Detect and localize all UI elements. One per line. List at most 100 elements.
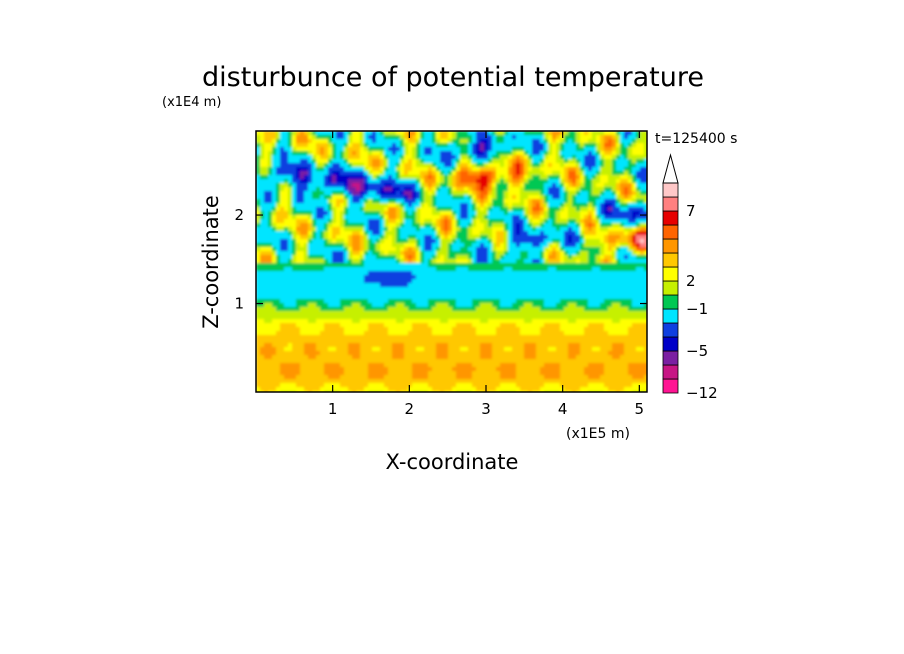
field-cell [316, 163, 321, 168]
field-cell [316, 211, 321, 216]
field-cell [512, 203, 517, 208]
field-cell [436, 143, 441, 148]
field-cell [532, 287, 537, 292]
field-cell [536, 171, 541, 176]
field-cell [316, 259, 321, 264]
field-cell [520, 131, 525, 136]
field-cell [604, 307, 609, 312]
field-cell [496, 235, 501, 240]
field-cell [444, 243, 449, 248]
field-cell [328, 271, 333, 276]
field-cell [472, 327, 477, 332]
field-cell [300, 195, 305, 200]
field-cell [292, 315, 297, 320]
field-cell [644, 199, 647, 204]
field-cell [436, 207, 441, 212]
field-cell [340, 167, 345, 172]
field-cell [544, 331, 549, 336]
field-cell [304, 199, 309, 204]
field-cell [628, 239, 633, 244]
field-cell [484, 147, 489, 152]
field-cell [268, 203, 273, 208]
field-cell [356, 223, 361, 228]
field-cell [504, 327, 509, 332]
field-cell [516, 307, 521, 312]
field-cell [384, 211, 389, 216]
field-cell [580, 259, 585, 264]
field-cell [368, 175, 373, 180]
field-cell [512, 319, 517, 324]
field-cell [640, 259, 645, 264]
field-cell [332, 191, 337, 196]
field-cell [420, 207, 425, 212]
field-cell [408, 207, 413, 212]
field-cell [508, 307, 513, 312]
field-cell [384, 139, 389, 144]
field-cell [360, 247, 365, 252]
field-cell [372, 247, 377, 252]
field-cell [336, 231, 341, 236]
field-cell [644, 207, 647, 212]
field-cell [316, 279, 321, 284]
field-cell [416, 259, 421, 264]
field-cell [348, 243, 353, 248]
field-cell [444, 199, 449, 204]
field-cell [432, 303, 437, 308]
field-cell [416, 243, 421, 248]
field-cell [600, 295, 605, 300]
field-cell [456, 311, 461, 316]
field-cell [428, 247, 433, 252]
field-cell [556, 267, 561, 272]
field-cell [452, 291, 457, 296]
field-cell [360, 211, 365, 216]
field-cell [568, 191, 573, 196]
field-cell [324, 215, 329, 220]
field-cell [564, 275, 569, 280]
field-cell [256, 259, 261, 264]
field-cell [332, 223, 337, 228]
field-cell [284, 171, 289, 176]
field-cell [472, 191, 477, 196]
field-cell [316, 239, 321, 244]
field-cell [392, 227, 397, 232]
field-cell [532, 131, 537, 136]
field-cell [264, 235, 269, 240]
field-cell [512, 275, 517, 280]
field-cell [316, 215, 321, 220]
field-cell [608, 311, 613, 316]
field-cell [624, 219, 629, 224]
field-cell [632, 219, 637, 224]
field-cell [552, 295, 557, 300]
field-cell [280, 271, 285, 276]
field-cell [384, 251, 389, 256]
field-cell [540, 203, 545, 208]
field-cell [568, 271, 573, 276]
field-cell [452, 251, 457, 256]
field-cell [576, 255, 581, 260]
field-cell [400, 235, 405, 240]
field-cell [504, 255, 509, 260]
field-cell [604, 291, 609, 296]
field-cell [328, 155, 333, 160]
field-cell [436, 323, 441, 328]
field-cell [620, 279, 625, 284]
field-cell [592, 303, 597, 308]
field-cell [444, 191, 449, 196]
field-cell [476, 323, 481, 328]
field-cell [304, 191, 309, 196]
field-cell [584, 151, 589, 156]
field-cell [272, 243, 277, 248]
field-cell [424, 299, 429, 304]
field-cell [284, 131, 289, 136]
field-cell [480, 135, 485, 140]
field-cell [568, 327, 573, 332]
field-cell [580, 163, 585, 168]
field-cell [376, 215, 381, 220]
field-cell [356, 299, 361, 304]
field-cell [592, 223, 597, 228]
field-cell [592, 275, 597, 280]
field-cell [536, 159, 541, 164]
field-cell [496, 175, 501, 180]
field-cell [396, 235, 401, 240]
field-cell [396, 323, 401, 328]
